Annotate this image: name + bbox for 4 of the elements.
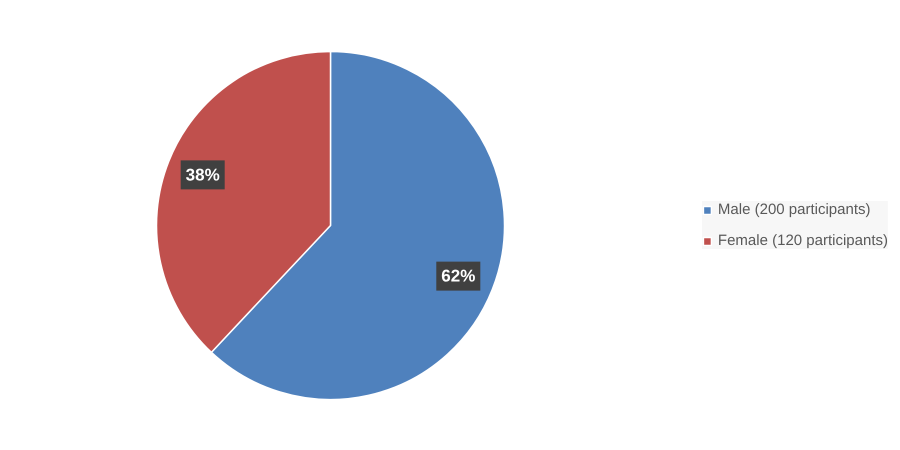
legend-label: Female (120 participants) xyxy=(718,232,888,249)
data-label: 62% xyxy=(441,266,476,286)
data-label: 38% xyxy=(186,165,220,184)
legend-label: Male (200 participants) xyxy=(718,201,870,218)
